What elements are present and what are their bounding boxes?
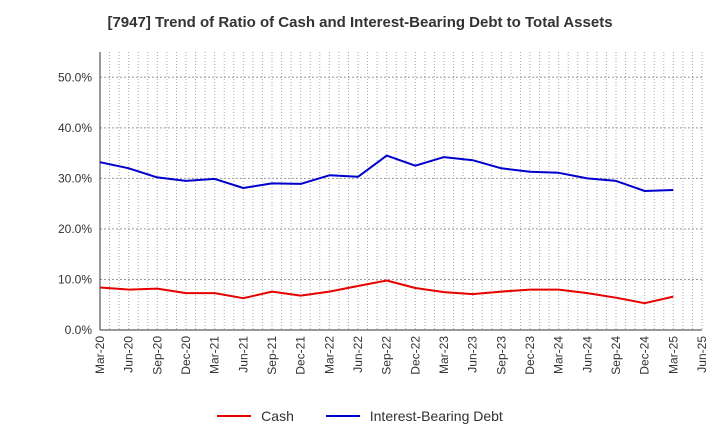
x-tick-label: Mar-21 bbox=[208, 336, 222, 374]
legend-swatch-cash bbox=[217, 415, 252, 417]
legend-label-debt: Interest-Bearing Debt bbox=[369, 408, 503, 424]
legend-item-debt: Interest-Bearing Debt bbox=[325, 408, 503, 424]
legend: Cash Interest-Bearing Debt bbox=[0, 404, 720, 424]
x-tick-label: Sep-23 bbox=[494, 336, 508, 375]
y-tick-label: 20.0% bbox=[58, 222, 92, 236]
x-tick-label: Jun-22 bbox=[351, 336, 365, 373]
y-tick-label: 40.0% bbox=[58, 121, 92, 135]
x-tick-label: Dec-24 bbox=[638, 336, 652, 375]
x-tick-label: Mar-24 bbox=[552, 336, 566, 374]
x-tick-label: Sep-20 bbox=[150, 336, 164, 375]
x-tick-label: Mar-20 bbox=[93, 336, 107, 374]
x-tick-label: Mar-23 bbox=[437, 336, 451, 374]
x-tick-label: Dec-21 bbox=[294, 336, 308, 375]
x-tick-label: Jun-25 bbox=[695, 336, 709, 373]
x-tick-label: Jun-21 bbox=[236, 336, 250, 373]
legend-swatch-debt bbox=[325, 415, 360, 417]
x-tick-label: Mar-22 bbox=[322, 336, 336, 374]
legend-item-cash: Cash bbox=[217, 408, 294, 424]
x-tick-label: Sep-22 bbox=[380, 336, 394, 375]
y-tick-label: 10.0% bbox=[58, 272, 92, 286]
x-tick-label: Dec-23 bbox=[523, 336, 537, 375]
x-tick-label: Mar-25 bbox=[666, 336, 680, 374]
x-tick-label: Jun-20 bbox=[122, 336, 136, 373]
x-tick-label: Jun-24 bbox=[580, 336, 594, 373]
series-line-debt bbox=[99, 154, 674, 192]
x-tick-label: Sep-24 bbox=[609, 336, 623, 375]
chart-title: [7947] Trend of Ratio of Cash and Intere… bbox=[107, 14, 613, 31]
plot-background bbox=[100, 52, 702, 330]
x-tick-label: Jun-23 bbox=[466, 336, 480, 373]
y-tick-label: 0.0% bbox=[65, 323, 93, 337]
x-tick-label: Sep-21 bbox=[265, 336, 279, 375]
x-tick-label: Dec-22 bbox=[408, 336, 422, 375]
y-tick-label: 30.0% bbox=[58, 171, 92, 185]
series-line-cash bbox=[99, 279, 674, 305]
legend-label-cash: Cash bbox=[261, 408, 294, 424]
x-tick-label: Dec-20 bbox=[179, 336, 193, 375]
y-tick-label: 50.0% bbox=[58, 70, 92, 84]
